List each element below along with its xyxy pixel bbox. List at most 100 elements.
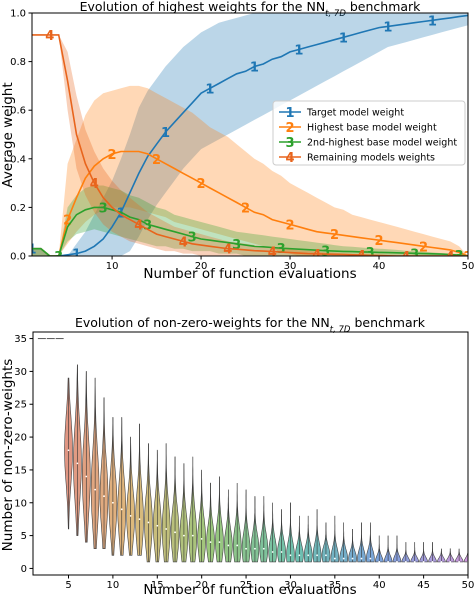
weights-chart-x-axis-label: Number of function evaluations: [143, 266, 356, 282]
series-marker-1: 1: [205, 82, 214, 97]
series-marker-1: 1: [161, 126, 170, 141]
series-marker-4: 4: [312, 248, 321, 263]
series-band-2: [32, 85, 468, 256]
violin-median: [200, 537, 203, 540]
legend-label-3: 2nd-highest base model weight: [307, 138, 457, 149]
x-tick-label: 50: [462, 580, 474, 591]
x-tick-label: 45: [417, 580, 430, 591]
series-marker-2: 2: [419, 240, 428, 255]
violin-median: [94, 488, 97, 491]
legend-marker-4: 4: [285, 151, 294, 166]
series-marker-3: 3: [99, 201, 108, 216]
nonzero-chart: Evolution of non-zero-weights for the NN…: [0, 315, 474, 597]
x-tick-label: 30: [284, 261, 297, 272]
y-tick-label: 25: [14, 400, 27, 411]
series-marker-1: 1: [428, 14, 437, 29]
violin-median: [449, 560, 452, 563]
nonzero-chart-title: Evolution of non-zero-weights for the NN…: [75, 315, 426, 335]
legend-label-2: Highest base model weight: [307, 123, 437, 134]
y-tick-label: 1.0: [10, 9, 26, 20]
weights-chart-y-axis: 0.0 0.2 0.4 0.6 0.8 1.0: [10, 9, 32, 263]
x-tick-label: 10: [107, 580, 120, 591]
x-tick-label: 5: [65, 580, 71, 591]
series-marker-4: 4: [134, 218, 143, 233]
violin-median: [440, 560, 443, 563]
x-tick-label: 20: [195, 580, 208, 591]
violin-median: [254, 547, 256, 550]
y-tick-label: 0.2: [10, 203, 26, 214]
x-tick-label: 40: [373, 580, 386, 591]
violin-median: [271, 551, 274, 553]
violin-median: [404, 560, 407, 563]
violin-median: [387, 560, 390, 563]
violin-median: [165, 528, 168, 530]
violin-median: [262, 547, 265, 550]
x-tick-label: 40: [373, 261, 386, 272]
series-marker-4: 4: [90, 177, 99, 192]
nonzero-chart-x-axis: 5 10 15 20 25 30 35 40 45 50: [65, 575, 474, 591]
violin-median: [431, 560, 434, 563]
x-tick-label: 35: [328, 580, 341, 591]
series-band-3: [32, 185, 468, 256]
y-tick-label: 30: [14, 367, 27, 378]
series-line-3: [32, 206, 468, 256]
y-tick-label: 0.0: [10, 252, 26, 263]
y-tick-label: 20: [14, 433, 27, 444]
violin-median: [360, 557, 363, 560]
violin-median: [298, 554, 301, 557]
violin: [463, 548, 468, 563]
series-marker-2: 2: [63, 214, 72, 229]
series-marker-3: 3: [54, 250, 63, 265]
x-tick-label: 50: [462, 261, 474, 272]
legend-label-1: Target model weight: [306, 108, 404, 119]
weights-chart-legend: 1 Target model weight 2 Highest base model …: [272, 100, 466, 166]
series-marker-2: 2: [330, 228, 339, 243]
nonzero-chart-plot-frame: [32, 331, 469, 576]
series-line-1: [32, 14, 468, 256]
violin-median: [209, 541, 212, 544]
series-band-1: [32, 13, 468, 256]
series-marker-2: 2: [374, 234, 383, 249]
violin-median: [280, 551, 283, 553]
series-marker-1: 1: [72, 248, 81, 263]
violin-median: [236, 544, 239, 547]
weights-chart-x-axis: 10 20 30 40 50: [106, 256, 474, 272]
series-marker-2: 2: [197, 177, 206, 192]
series-marker-2: 2: [108, 148, 117, 163]
series-marker-3: 3: [366, 246, 375, 261]
series-marker-3: 3: [188, 231, 197, 246]
series-marker-2: 2: [463, 250, 472, 265]
series-marker-4: 4: [179, 235, 188, 250]
violin-median: [316, 554, 318, 557]
series-marker-2: 2: [152, 153, 161, 168]
violin-median: [351, 557, 354, 560]
weights-chart-plot-frame: [31, 12, 469, 257]
violin-median: [120, 508, 123, 511]
violin-median: [422, 560, 425, 563]
series-marker-3: 3: [321, 245, 330, 260]
series-marker-3: 3: [455, 249, 464, 264]
series-marker-2: 2: [286, 218, 295, 233]
series-line-2: [32, 150, 468, 256]
y-tick-label: 15: [14, 465, 27, 476]
violin-median: [378, 560, 381, 563]
violin-median: [129, 514, 132, 517]
series-marker-1: 1: [339, 31, 348, 46]
violin-median: [183, 534, 185, 537]
violin-median: [67, 449, 70, 452]
y-tick-label: 0.8: [10, 57, 26, 68]
series-marker-3: 3: [410, 247, 419, 262]
x-tick-label: 25: [240, 580, 253, 591]
weights-chart-bands: [32, 13, 468, 256]
y-tick-label: 10: [14, 498, 27, 509]
x-tick-label: 30: [284, 580, 297, 591]
series-marker-3: 3: [277, 242, 286, 257]
x-tick-label: 15: [151, 580, 164, 591]
violin-median: [76, 462, 79, 465]
violin-median: [325, 554, 327, 557]
violin-median: [111, 501, 114, 504]
violin-median: [191, 534, 194, 537]
x-tick-label: 10: [106, 261, 119, 272]
series-marker-4: 4: [223, 243, 232, 258]
series-marker-4: 4: [401, 250, 410, 265]
